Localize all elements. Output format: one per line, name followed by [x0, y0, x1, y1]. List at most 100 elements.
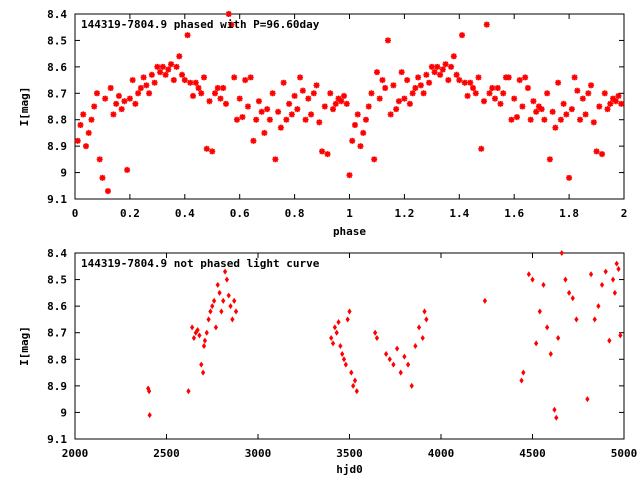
data-point: [258, 108, 265, 115]
data-point: [373, 69, 380, 76]
data-point: [140, 74, 147, 81]
data-point: [253, 116, 260, 123]
data-point: [345, 316, 350, 323]
data-point: [393, 106, 400, 113]
data-point: [299, 87, 306, 94]
data-point: [206, 316, 211, 323]
data-point: [195, 85, 202, 91]
data-point: [340, 350, 345, 357]
data-point: [330, 106, 337, 113]
data-point: [497, 100, 504, 107]
data-point: [610, 276, 616, 283]
data-point: [327, 90, 334, 97]
data-point: [524, 85, 531, 91]
data-point: [533, 108, 540, 115]
data-point: [208, 308, 213, 315]
data-point: [313, 82, 320, 89]
data-point: [129, 77, 136, 84]
data-point: [409, 90, 416, 97]
data-point: [405, 361, 411, 368]
data-point: [173, 63, 180, 70]
data-point: [226, 292, 231, 299]
data-point: [162, 71, 169, 78]
data-point: [376, 95, 383, 102]
data-point: [577, 116, 584, 123]
data-point: [269, 90, 276, 97]
data-point: [93, 90, 100, 97]
data-point: [482, 297, 488, 304]
data-point: [165, 66, 172, 73]
data-point: [135, 90, 142, 97]
data-point: [187, 79, 194, 86]
data-point: [334, 329, 339, 336]
data-point: [236, 95, 243, 102]
data-point: [80, 111, 87, 118]
y-tick-label: 8.9: [47, 140, 67, 153]
data-point: [199, 361, 204, 368]
y-tick-label: 8.9: [47, 380, 67, 393]
data-point: [439, 66, 446, 73]
data-point: [552, 124, 559, 131]
data-point: [211, 297, 217, 304]
data-point: [614, 260, 619, 267]
data-point: [221, 297, 226, 304]
data-point: [324, 151, 331, 158]
data-point: [596, 103, 603, 110]
data-point: [148, 71, 155, 78]
data-point: [181, 77, 188, 84]
data-point: [329, 335, 334, 342]
data-point: [566, 174, 573, 181]
data-point: [526, 271, 531, 278]
data-point: [228, 303, 233, 310]
plot-frame: [74, 252, 625, 440]
data-point: [604, 106, 611, 113]
data-point: [247, 74, 254, 81]
data-point: [184, 32, 191, 39]
data-point: [453, 71, 460, 78]
data-point: [203, 145, 210, 152]
data-point: [219, 308, 224, 315]
data-point: [481, 98, 488, 105]
data-point: [132, 100, 139, 107]
data-point: [387, 356, 392, 363]
x-tick-label: 0.8: [285, 207, 305, 220]
y-axis-label: I[mag]: [18, 326, 31, 366]
data-point: [191, 335, 197, 342]
data-point: [530, 98, 537, 105]
data-point: [349, 369, 354, 376]
data-point: [215, 281, 220, 288]
data-point: [483, 21, 490, 28]
data-point: [445, 77, 452, 84]
data-point: [467, 79, 474, 86]
data-point: [346, 172, 353, 179]
data-point: [74, 137, 81, 144]
data-point: [368, 90, 375, 97]
data-point: [159, 63, 166, 70]
data-point: [349, 137, 356, 144]
x-tick-label: 1: [346, 207, 353, 220]
data-point: [570, 295, 575, 302]
data-point: [420, 335, 425, 342]
data-point: [412, 85, 419, 91]
data-point: [437, 71, 444, 78]
chart-title: 144319-7804.9 phased with P=96.60day: [81, 18, 320, 31]
data-point: [213, 324, 219, 331]
data-point: [588, 82, 595, 89]
data-point: [343, 361, 348, 368]
data-point: [545, 324, 550, 331]
data-point: [233, 308, 239, 315]
data-point: [332, 100, 339, 107]
data-point: [450, 53, 457, 60]
data-point: [157, 69, 164, 76]
data-point: [266, 116, 273, 123]
data-point: [85, 129, 92, 136]
data-point: [431, 69, 438, 76]
data-point: [607, 337, 612, 344]
phased-light-curve-chart: 0 0.2 0.4 0.6 0.8 1 1.2 1.4 1.6 1.8 2 8.4 8.5 8.6 8.7 8…: [18, 8, 627, 238]
data-point: [288, 111, 295, 118]
data-point: [224, 276, 230, 283]
y-tick-label: 8.5: [47, 34, 67, 47]
data-point: [382, 85, 389, 91]
data-point: [264, 106, 271, 113]
